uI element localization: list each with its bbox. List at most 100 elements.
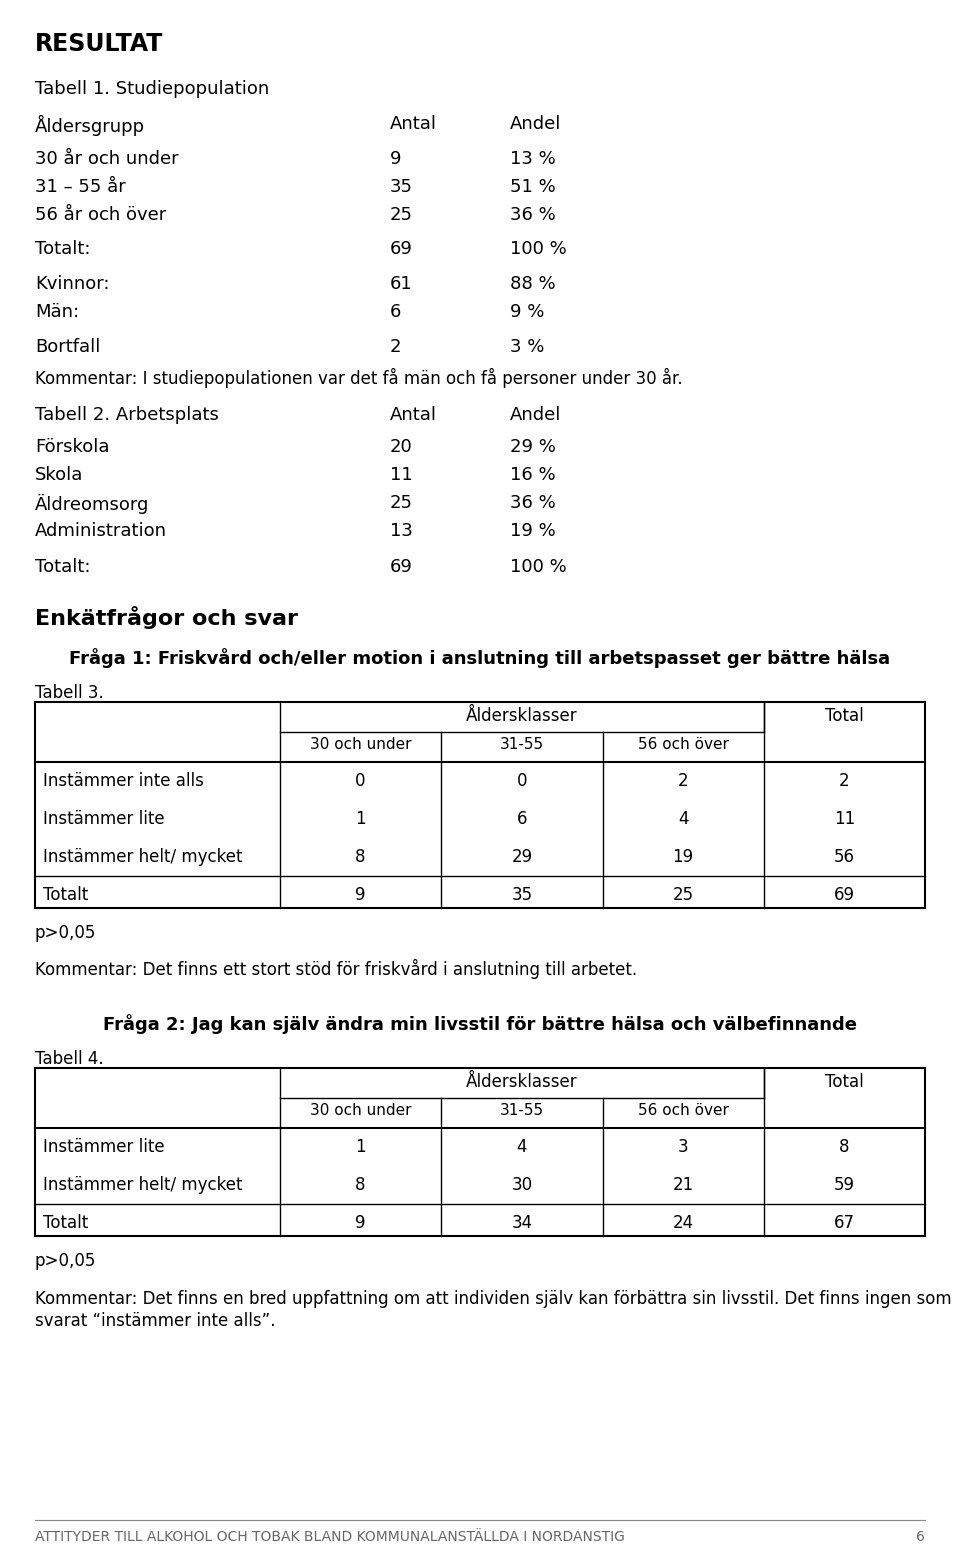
Text: Instämmer helt/ mycket: Instämmer helt/ mycket	[43, 848, 243, 867]
Text: Fråga 1: Friskvård och/eller motion i anslutning till arbetspasset ger bättre hä: Fråga 1: Friskvård och/eller motion i an…	[69, 647, 891, 667]
Text: Åldersklasser: Åldersklasser	[466, 1072, 578, 1091]
Text: 2: 2	[390, 338, 401, 355]
Text: 1: 1	[355, 1139, 366, 1156]
Text: 9: 9	[390, 150, 401, 168]
Text: 36 %: 36 %	[510, 494, 556, 511]
Text: Administration: Administration	[35, 522, 167, 541]
Text: Totalt:: Totalt:	[35, 239, 90, 258]
Text: RESULTAT: RESULTAT	[35, 32, 163, 56]
Text: 30 och under: 30 och under	[310, 1103, 412, 1119]
Text: 13: 13	[390, 522, 413, 541]
Text: 25: 25	[390, 494, 413, 511]
Text: Instämmer lite: Instämmer lite	[43, 1139, 164, 1156]
Text: 4: 4	[678, 810, 688, 828]
Text: 25: 25	[390, 205, 413, 224]
Text: Kommentar: Det finns en bred uppfattning om att individen själv kan förbättra si: Kommentar: Det finns en bred uppfattning…	[35, 1290, 951, 1309]
Text: Tabell 2. Arbetsplats: Tabell 2. Arbetsplats	[35, 406, 219, 423]
Text: 25: 25	[673, 885, 694, 904]
Text: Total: Total	[825, 708, 864, 725]
Text: Enkätfrågor och svar: Enkätfrågor och svar	[35, 606, 298, 629]
Text: 67: 67	[834, 1214, 854, 1231]
Text: Antal: Antal	[390, 114, 437, 133]
Text: Antal: Antal	[390, 406, 437, 423]
Text: 88 %: 88 %	[510, 275, 556, 294]
Text: 100 %: 100 %	[510, 558, 566, 576]
Text: Total: Total	[825, 1072, 864, 1091]
Text: 3 %: 3 %	[510, 338, 544, 355]
Text: 0: 0	[355, 772, 366, 789]
Text: 2: 2	[839, 772, 850, 789]
Text: Tabell 3.: Tabell 3.	[35, 684, 104, 701]
Text: Tabell 4.: Tabell 4.	[35, 1051, 104, 1068]
Text: 30 och under: 30 och under	[310, 737, 412, 752]
Text: 61: 61	[390, 275, 413, 294]
Text: Kommentar: I studiepopulationen var det få män och få personer under 30 år.: Kommentar: I studiepopulationen var det …	[35, 368, 683, 388]
Text: 9 %: 9 %	[510, 303, 544, 321]
Text: 9: 9	[355, 1214, 366, 1231]
Text: 9: 9	[355, 885, 366, 904]
Text: 31-55: 31-55	[500, 1103, 544, 1119]
Text: 19 %: 19 %	[510, 522, 556, 541]
Text: 31-55: 31-55	[500, 737, 544, 752]
Text: Kommentar: Det finns ett stort stöd för friskvård i anslutning till arbetet.: Kommentar: Det finns ett stort stöd för …	[35, 959, 637, 980]
Text: Äldreomsorg: Äldreomsorg	[35, 494, 150, 514]
Text: 0: 0	[516, 772, 527, 789]
Text: 4: 4	[516, 1139, 527, 1156]
Text: 8: 8	[839, 1139, 850, 1156]
Text: Tabell 1. Studiepopulation: Tabell 1. Studiepopulation	[35, 80, 269, 97]
Text: 56 och över: 56 och över	[637, 737, 729, 752]
Text: 21: 21	[673, 1176, 694, 1194]
Text: Förskola: Förskola	[35, 437, 109, 456]
Text: 6: 6	[916, 1530, 925, 1543]
Text: 51 %: 51 %	[510, 178, 556, 196]
Text: 36 %: 36 %	[510, 205, 556, 224]
Text: 11: 11	[833, 810, 855, 828]
Text: 29 %: 29 %	[510, 437, 556, 456]
Text: 59: 59	[834, 1176, 854, 1194]
Text: Åldersgrupp: Åldersgrupp	[35, 114, 145, 136]
Text: 31 – 55 år: 31 – 55 år	[35, 178, 126, 196]
Text: ATTITYDER TILL ALKOHOL OCH TOBAK BLAND KOMMUNALANSTÄLLDA I NORDANSTIG: ATTITYDER TILL ALKOHOL OCH TOBAK BLAND K…	[35, 1530, 625, 1543]
Text: 24: 24	[673, 1214, 694, 1231]
Text: 35: 35	[390, 178, 413, 196]
Text: 56 år och över: 56 år och över	[35, 205, 166, 224]
Text: 20: 20	[390, 437, 413, 456]
Text: Bortfall: Bortfall	[35, 338, 101, 355]
Text: 69: 69	[834, 885, 854, 904]
Text: Skola: Skola	[35, 467, 84, 484]
Text: Andel: Andel	[510, 406, 562, 423]
Text: Totalt:: Totalt:	[35, 558, 90, 576]
Text: Åldersklasser: Åldersklasser	[466, 708, 578, 725]
Text: Instämmer inte alls: Instämmer inte alls	[43, 772, 204, 789]
Text: Instämmer helt/ mycket: Instämmer helt/ mycket	[43, 1176, 243, 1194]
Text: p>0,05: p>0,05	[35, 924, 96, 942]
Text: Kvinnor:: Kvinnor:	[35, 275, 109, 294]
Text: 34: 34	[512, 1214, 533, 1231]
Text: p>0,05: p>0,05	[35, 1251, 96, 1270]
Text: 2: 2	[678, 772, 688, 789]
Text: 29: 29	[512, 848, 533, 867]
Text: Totalt: Totalt	[43, 885, 88, 904]
Text: 6: 6	[390, 303, 401, 321]
Text: 30: 30	[512, 1176, 533, 1194]
Text: 56 och över: 56 och över	[637, 1103, 729, 1119]
Text: 16 %: 16 %	[510, 467, 556, 484]
Text: 6: 6	[516, 810, 527, 828]
Text: 1: 1	[355, 810, 366, 828]
Text: 13 %: 13 %	[510, 150, 556, 168]
Text: Män:: Män:	[35, 303, 79, 321]
Text: 11: 11	[390, 467, 413, 484]
Text: 56: 56	[834, 848, 854, 867]
Text: svarat “instämmer inte alls”.: svarat “instämmer inte alls”.	[35, 1312, 276, 1330]
Text: Fråga 2: Jag kan själv ändra min livsstil för bättre hälsa och välbefinnande: Fråga 2: Jag kan själv ändra min livssti…	[103, 1014, 857, 1034]
Text: 69: 69	[390, 558, 413, 576]
Text: Totalt: Totalt	[43, 1214, 88, 1231]
Text: Andel: Andel	[510, 114, 562, 133]
Text: 69: 69	[390, 239, 413, 258]
Text: 3: 3	[678, 1139, 688, 1156]
Text: 100 %: 100 %	[510, 239, 566, 258]
Text: 30 år och under: 30 år och under	[35, 150, 179, 168]
Text: 35: 35	[512, 885, 533, 904]
Text: Instämmer lite: Instämmer lite	[43, 810, 164, 828]
Text: 8: 8	[355, 848, 366, 867]
